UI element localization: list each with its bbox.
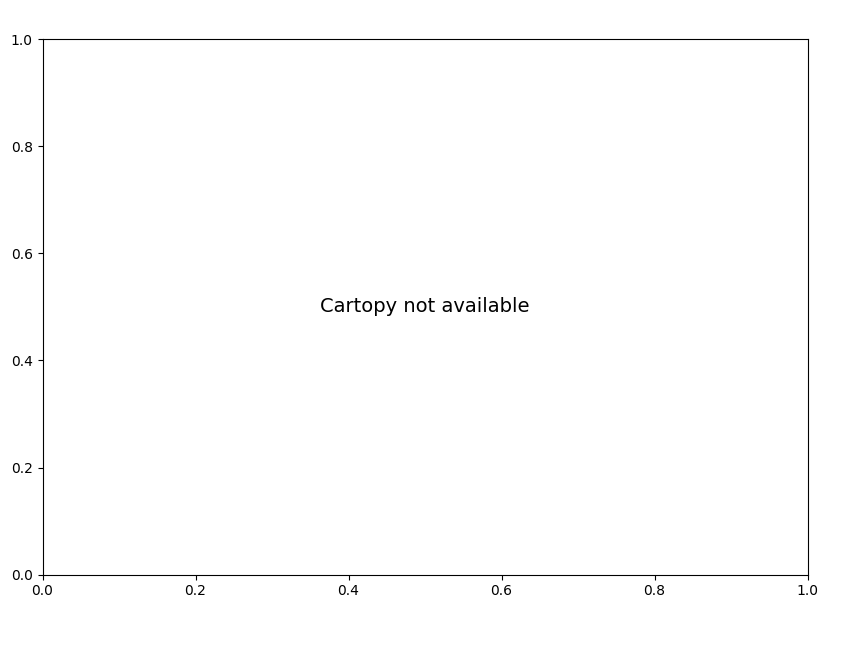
Text: Cartopy not available: Cartopy not available: [320, 297, 530, 317]
